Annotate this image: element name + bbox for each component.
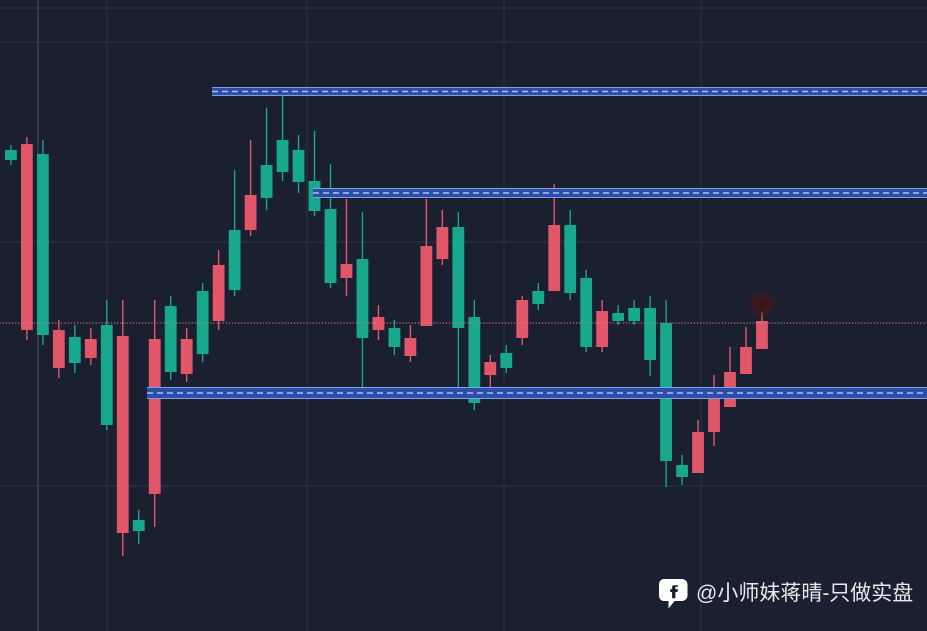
svg-text:@小师妹蒋晴-只做实盘: @小师妹蒋晴-只做实盘 <box>696 582 913 605</box>
